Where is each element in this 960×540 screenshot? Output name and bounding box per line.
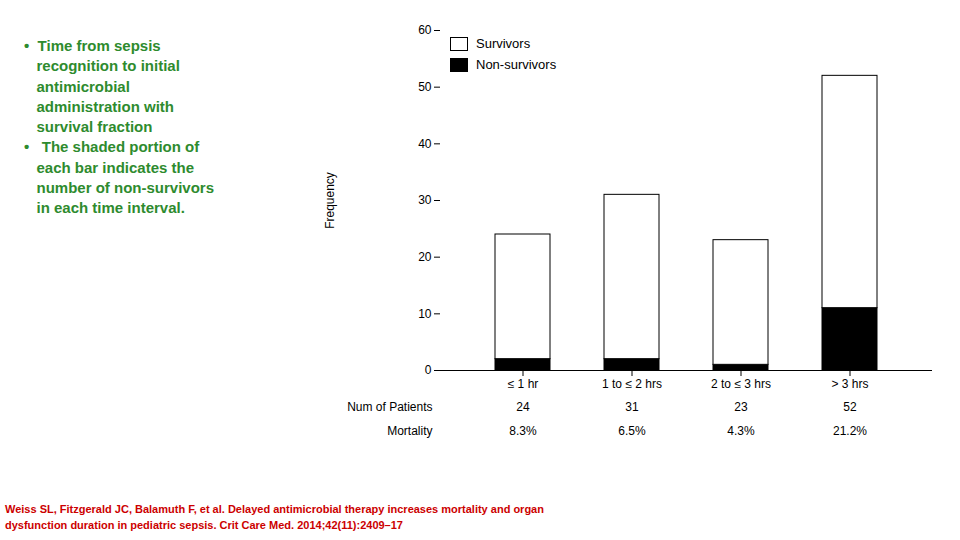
html-text:• Time from sepsis recognition: • Time from sepsis recognition to initia…: [24, 37, 214, 216]
svg-text:60: 60: [418, 23, 432, 37]
svg-text:30: 30: [418, 193, 432, 207]
svg-text:40: 40: [418, 137, 432, 151]
svg-text:50: 50: [418, 80, 432, 94]
svg-text:10: 10: [418, 307, 432, 321]
svg-text:1 to ≤ 2 hrs: 1 to ≤ 2 hrs: [602, 377, 662, 391]
html-text:Non-survivors: Non-survivors: [476, 57, 557, 72]
svg-text:Mortality: Mortality: [387, 424, 432, 438]
svg-text:6.5%: 6.5%: [618, 424, 646, 438]
html-text:Weiss SL, Fitzgerald JC, Balam: Weiss SL, Fitzgerald JC, Balamuth F, et …: [5, 503, 544, 532]
svg-text:Num of Patients: Num of Patients: [347, 400, 432, 414]
svg-text:31: 31: [625, 400, 639, 414]
svg-text:4.3%: 4.3%: [727, 424, 755, 438]
svg-text:> 3 hrs: > 3 hrs: [831, 377, 868, 391]
svg-text:21.2%: 21.2%: [833, 424, 867, 438]
html-text:Survivors: Survivors: [476, 36, 531, 51]
svg-text:20: 20: [418, 250, 432, 264]
svg-text:8.3%: 8.3%: [509, 424, 537, 438]
svg-text:2 to ≤ 3 hrs: 2 to ≤ 3 hrs: [711, 377, 771, 391]
svg-text:24: 24: [516, 400, 530, 414]
svg-text:52: 52: [843, 400, 857, 414]
svg-text:Frequency: Frequency: [323, 172, 337, 229]
svg-text:0: 0: [425, 363, 432, 377]
svg-text:≤ 1 hr: ≤ 1 hr: [508, 377, 539, 391]
svg-text:23: 23: [734, 400, 748, 414]
